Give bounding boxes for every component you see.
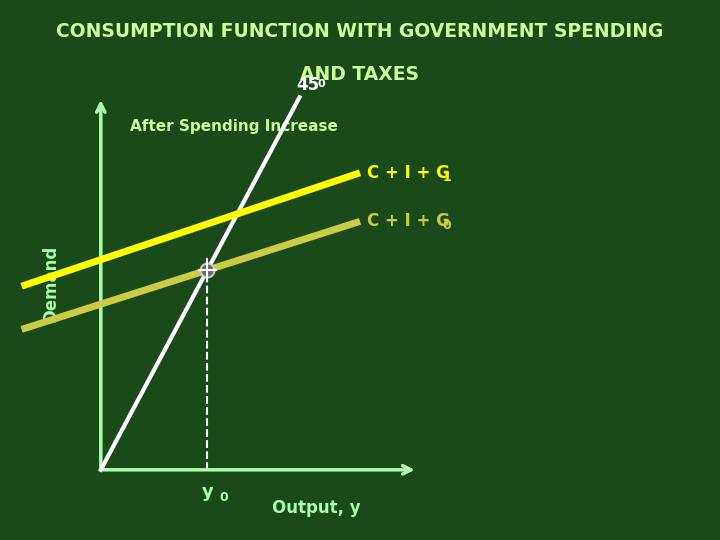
Text: After Spending Increase: After Spending Increase (130, 119, 338, 134)
Text: 0: 0 (443, 219, 451, 232)
Text: CONSUMPTION FUNCTION WITH GOVERNMENT SPENDING: CONSUMPTION FUNCTION WITH GOVERNMENT SPE… (56, 22, 664, 40)
Text: C + I + G: C + I + G (367, 164, 450, 182)
Text: Demand: Demand (42, 245, 60, 322)
Text: Output, y: Output, y (272, 498, 361, 517)
Text: 0: 0 (220, 491, 228, 504)
Text: C + I + G: C + I + G (367, 212, 450, 231)
Text: y: y (202, 483, 213, 501)
Text: 1: 1 (443, 171, 451, 184)
Text: AND TAXES: AND TAXES (300, 65, 420, 84)
Text: 45: 45 (296, 77, 319, 94)
Text: 0: 0 (318, 79, 325, 89)
